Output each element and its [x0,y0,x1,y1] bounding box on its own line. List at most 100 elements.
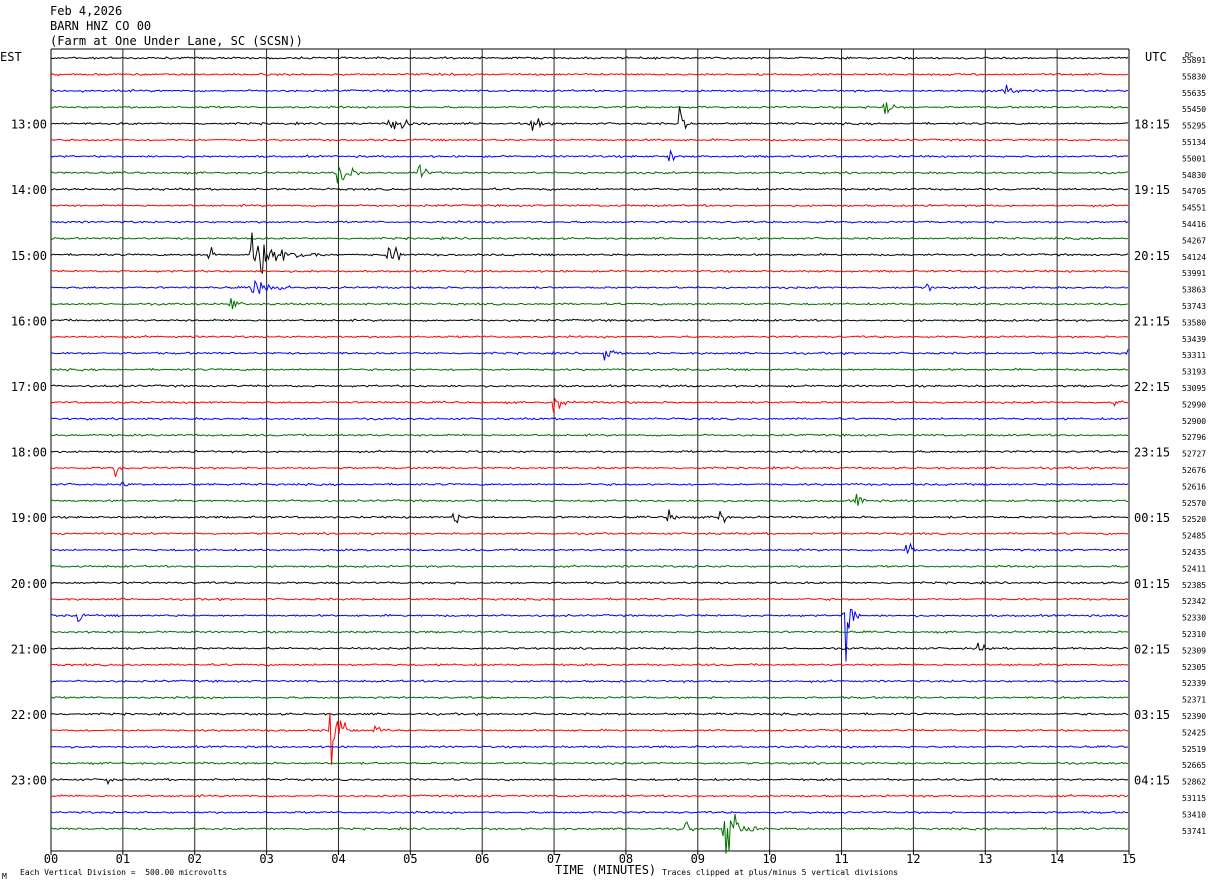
dc-value-label: 52796 [1182,433,1206,442]
utc-hour-label: 03:15 [1134,708,1170,722]
dc-value-label: 52520 [1182,515,1206,524]
trace-row [50,84,1129,95]
trace-row [51,509,1129,524]
est-hour-label: 18:00 [11,446,47,460]
trace-row [51,269,1129,274]
utc-hour-label: 04:15 [1134,774,1170,788]
trace-row [50,56,1129,61]
trace-row [50,761,1129,766]
dc-value-label: 52485 [1182,532,1206,541]
dc-value-label: 54416 [1182,220,1206,229]
trace-row [50,367,1129,372]
trace-row [50,220,1129,224]
utc-hour-label: 18:15 [1134,118,1170,132]
trace-row [50,695,1129,700]
x-tick-label: 07 [547,852,561,866]
utc-hour-label: 22:15 [1134,380,1170,394]
est-hour-label: 14:00 [11,183,47,197]
est-hour-label: 16:00 [11,314,47,328]
left-axis-label: EST [0,50,22,64]
trace-row [50,279,1128,294]
trace-row [50,597,1129,602]
trace-row [50,232,1129,274]
utc-hour-label: 21:15 [1134,314,1170,328]
trace-row [50,72,1129,77]
trace-row [50,564,1129,569]
trace-row [50,106,1129,131]
dc-value-label: 52411 [1182,564,1206,573]
trace-row [50,334,1129,339]
utc-hour-label: 23:15 [1134,446,1170,460]
trace-row [50,810,1129,815]
dc-value-label: 52371 [1182,696,1206,705]
header-date: Feb 4,2026 [50,4,123,18]
trace-row [50,662,1129,667]
est-hour-label: 20:00 [11,577,47,591]
utc-hour-label: 20:15 [1134,249,1170,263]
dc-value-label: 52390 [1182,712,1206,721]
dc-value-label: 55134 [1182,138,1206,147]
trace-row [50,163,1128,184]
dc-value-label: 52665 [1182,761,1206,770]
trace-row [50,711,1129,717]
trace-row [50,777,1129,786]
dc-value-label: 54124 [1182,253,1206,262]
dc-value-label: 52309 [1182,646,1206,655]
x-axis-title: TIME (MINUTES) [555,863,656,877]
est-hour-label: 17:00 [11,380,47,394]
dc-value-label: 52305 [1182,663,1206,672]
division-note: Each Vertical Division = 500.00 microvol… [20,868,228,877]
trace-row [50,630,1129,635]
x-tick-label: 10 [762,852,776,866]
dc-value-label: 54830 [1182,171,1206,180]
dc-value-label: 55001 [1182,154,1206,163]
dc-value-label: 53311 [1182,351,1206,360]
x-tick-label: 03 [259,852,273,866]
utc-hour-label: 00:15 [1134,511,1170,525]
dc-value-label: 52990 [1182,400,1206,409]
trace-row [50,416,1129,421]
trace-row [50,298,1129,310]
dc-label: DC [1185,51,1193,59]
est-hour-label: 23:00 [11,774,47,788]
dc-value-label: 52676 [1182,466,1206,475]
dc-value-label: 53863 [1182,286,1206,295]
trace-row [50,449,1129,454]
dc-value-label: 55635 [1182,89,1206,98]
utc-hour-label: 01:15 [1134,577,1170,591]
dc-value-label: 53991 [1182,269,1206,278]
dc-value-label: 52616 [1182,482,1206,491]
dc-value-label: 53095 [1182,384,1206,393]
right-axis-label: UTC [1145,50,1167,64]
dc-value-label: 53115 [1182,794,1206,803]
x-tick-label: 13 [978,852,992,866]
x-tick-label: 14 [1050,852,1064,866]
header-station: BARN HNZ CO 00 [50,19,152,33]
est-hour-label: 13:00 [11,118,47,132]
trace-row [50,712,1129,765]
trace-row [50,397,1129,413]
dc-value-label: 52330 [1182,614,1206,623]
dc-value-label: 53743 [1182,302,1206,311]
est-hour-label: 22:00 [11,708,47,722]
dc-value-label: 52310 [1182,630,1206,639]
trace-row [50,138,1129,142]
trace-row [50,203,1129,208]
trace-row [50,814,1129,854]
corner-mark: M [2,872,7,881]
x-tick-label: 05 [403,852,417,866]
dc-value-label: 54705 [1182,187,1206,196]
dc-value-label: 52385 [1182,581,1206,590]
trace-row [50,642,1129,651]
dc-value-label: 53193 [1182,368,1206,377]
dc-value-label: 52342 [1182,597,1206,606]
dc-value-label: 52900 [1182,417,1206,426]
header-location: (Farm at One Under Lane, SC (SCSN)) [50,34,303,48]
trace-row [50,102,1129,115]
x-tick-label: 01 [116,852,130,866]
trace-row [50,493,1129,506]
trace-row [51,384,1129,388]
dc-value-label: 53410 [1182,810,1206,819]
dc-value-label: 52425 [1182,728,1206,737]
